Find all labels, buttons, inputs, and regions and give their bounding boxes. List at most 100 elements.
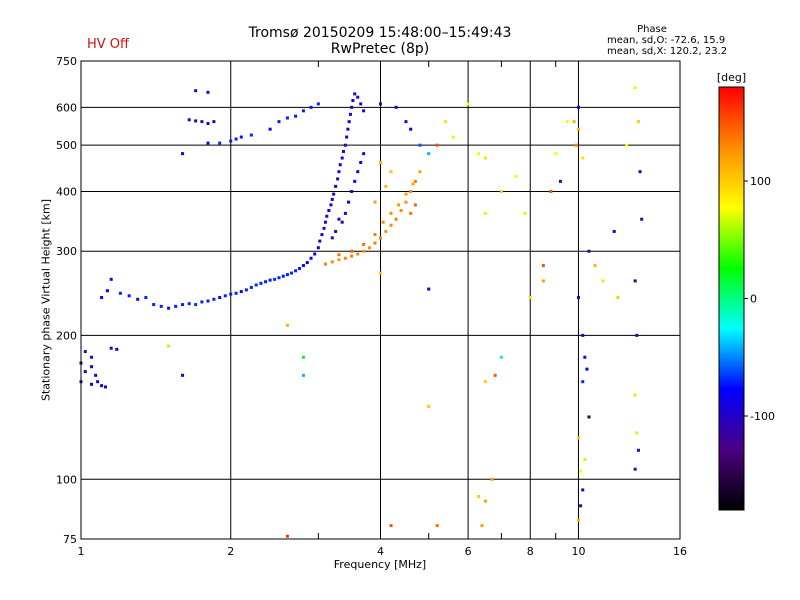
y-tick-label: 750	[56, 55, 77, 68]
echo-point-o	[294, 114, 298, 118]
echo-point-scatter	[625, 143, 629, 147]
echo-point-o	[309, 105, 313, 109]
echo-point-o	[218, 296, 222, 300]
echo-point-o	[346, 127, 350, 131]
echo-point-o	[194, 119, 198, 123]
echo-point-scatter	[493, 373, 497, 377]
echo-point-scatter	[576, 105, 580, 109]
echo-point-o	[229, 139, 233, 143]
hv-status-label: HV Off	[87, 37, 129, 52]
echo-point-scatter	[633, 467, 637, 471]
y-tick-label: 75	[63, 533, 77, 546]
echo-point-o	[109, 277, 113, 281]
echo-point-scatter	[565, 120, 569, 124]
x-tick-label: 6	[465, 545, 472, 558]
colorbar-gradient	[718, 86, 745, 511]
echo-point-scatter	[572, 120, 576, 124]
phase-stats-x: mean, sd,X: 120.2, 23.2	[607, 46, 728, 57]
echo-point-scatter	[443, 120, 447, 124]
echo-point-scatter	[466, 102, 470, 106]
echo-point-scatter	[636, 120, 640, 124]
echo-point-x	[404, 192, 408, 196]
phase-stats-title: Phase	[637, 24, 667, 35]
echo-point-scatter	[558, 179, 562, 183]
echo-point-scatter	[635, 333, 639, 337]
echo-point-x	[381, 220, 385, 224]
x-axis-label: Frequency [MHz]	[333, 558, 427, 571]
echo-point-o	[109, 346, 113, 350]
echo-point-o	[353, 179, 357, 183]
echo-point-o	[206, 90, 210, 94]
echo-point-x	[356, 252, 360, 256]
echo-point-o	[264, 280, 268, 284]
echo-point-o	[356, 95, 360, 99]
echo-point-o	[136, 297, 140, 301]
echo-point-o	[347, 200, 351, 204]
x-tick-label: 2	[227, 545, 234, 558]
echo-point-o	[273, 277, 277, 281]
colorbar-tick-label: 100	[750, 175, 771, 188]
echo-point-scatter	[483, 156, 487, 160]
echo-point-scatter	[181, 373, 185, 377]
echo-point-o	[305, 261, 309, 265]
echo-point-scatter	[404, 120, 408, 124]
echo-point-o	[200, 120, 204, 124]
echo-point-scatter	[633, 393, 637, 397]
echo-point-scatter	[528, 296, 532, 300]
echo-point-o	[320, 233, 324, 237]
echo-point-o	[90, 382, 94, 386]
echo-point-scatter	[394, 105, 398, 109]
echo-point-scatter	[579, 469, 583, 473]
echo-point-scatter	[585, 367, 589, 371]
echo-point-scatter	[435, 143, 439, 147]
echo-point-scatter	[554, 152, 558, 156]
echo-point-o	[181, 152, 185, 156]
echo-point-o	[206, 141, 210, 145]
echo-point-scatter	[633, 279, 637, 283]
echo-point-scatter	[638, 170, 642, 174]
echo-point-scatter	[167, 344, 171, 348]
echo-point-x	[384, 184, 388, 188]
echo-point-x	[362, 249, 366, 253]
echo-point-o	[345, 135, 349, 139]
echo-point-o	[285, 116, 289, 120]
echo-point-o	[234, 137, 238, 141]
echo-point-o	[277, 276, 281, 280]
echo-point-scatter	[499, 189, 503, 193]
echo-point-scatter	[583, 457, 587, 461]
echo-point-x	[389, 211, 393, 215]
echo-point-scatter	[409, 127, 413, 131]
y-tick-label: 100	[56, 473, 77, 486]
echo-point-scatter	[285, 534, 289, 538]
echo-point-scatter	[480, 524, 484, 528]
echo-point-o	[159, 304, 163, 308]
echo-point-o	[341, 149, 345, 153]
echo-point-scatter	[499, 355, 503, 359]
echo-point-o	[144, 296, 148, 300]
echo-point-o	[330, 236, 334, 240]
echo-point-scatter	[583, 355, 587, 359]
echo-point-o	[347, 120, 351, 124]
echo-point-o	[337, 217, 341, 221]
echo-point-o	[277, 120, 281, 124]
chart-subtitle: RwPretec (8p)	[330, 41, 430, 57]
echo-point-o	[325, 214, 329, 218]
echo-point-o	[200, 300, 204, 304]
echo-point-scatter	[427, 152, 431, 156]
echo-point-o	[244, 288, 248, 292]
echo-point-scatter	[579, 504, 583, 508]
echo-point-scatter	[379, 102, 382, 106]
echo-point-scatter	[490, 477, 494, 481]
echo-point-o	[340, 220, 344, 224]
x-tick-label: 4	[377, 545, 384, 558]
echo-point-o	[340, 156, 344, 160]
echo-point-x	[337, 253, 341, 257]
grid	[80, 60, 681, 540]
echo-point-x	[389, 223, 393, 227]
echo-point-o	[254, 283, 258, 287]
echo-point-o	[187, 118, 191, 122]
echo-point-scatter	[389, 524, 393, 528]
echo-point-x	[343, 256, 347, 260]
colorbar-tick-label: 0	[750, 293, 757, 306]
echo-point-scatter	[549, 189, 553, 193]
